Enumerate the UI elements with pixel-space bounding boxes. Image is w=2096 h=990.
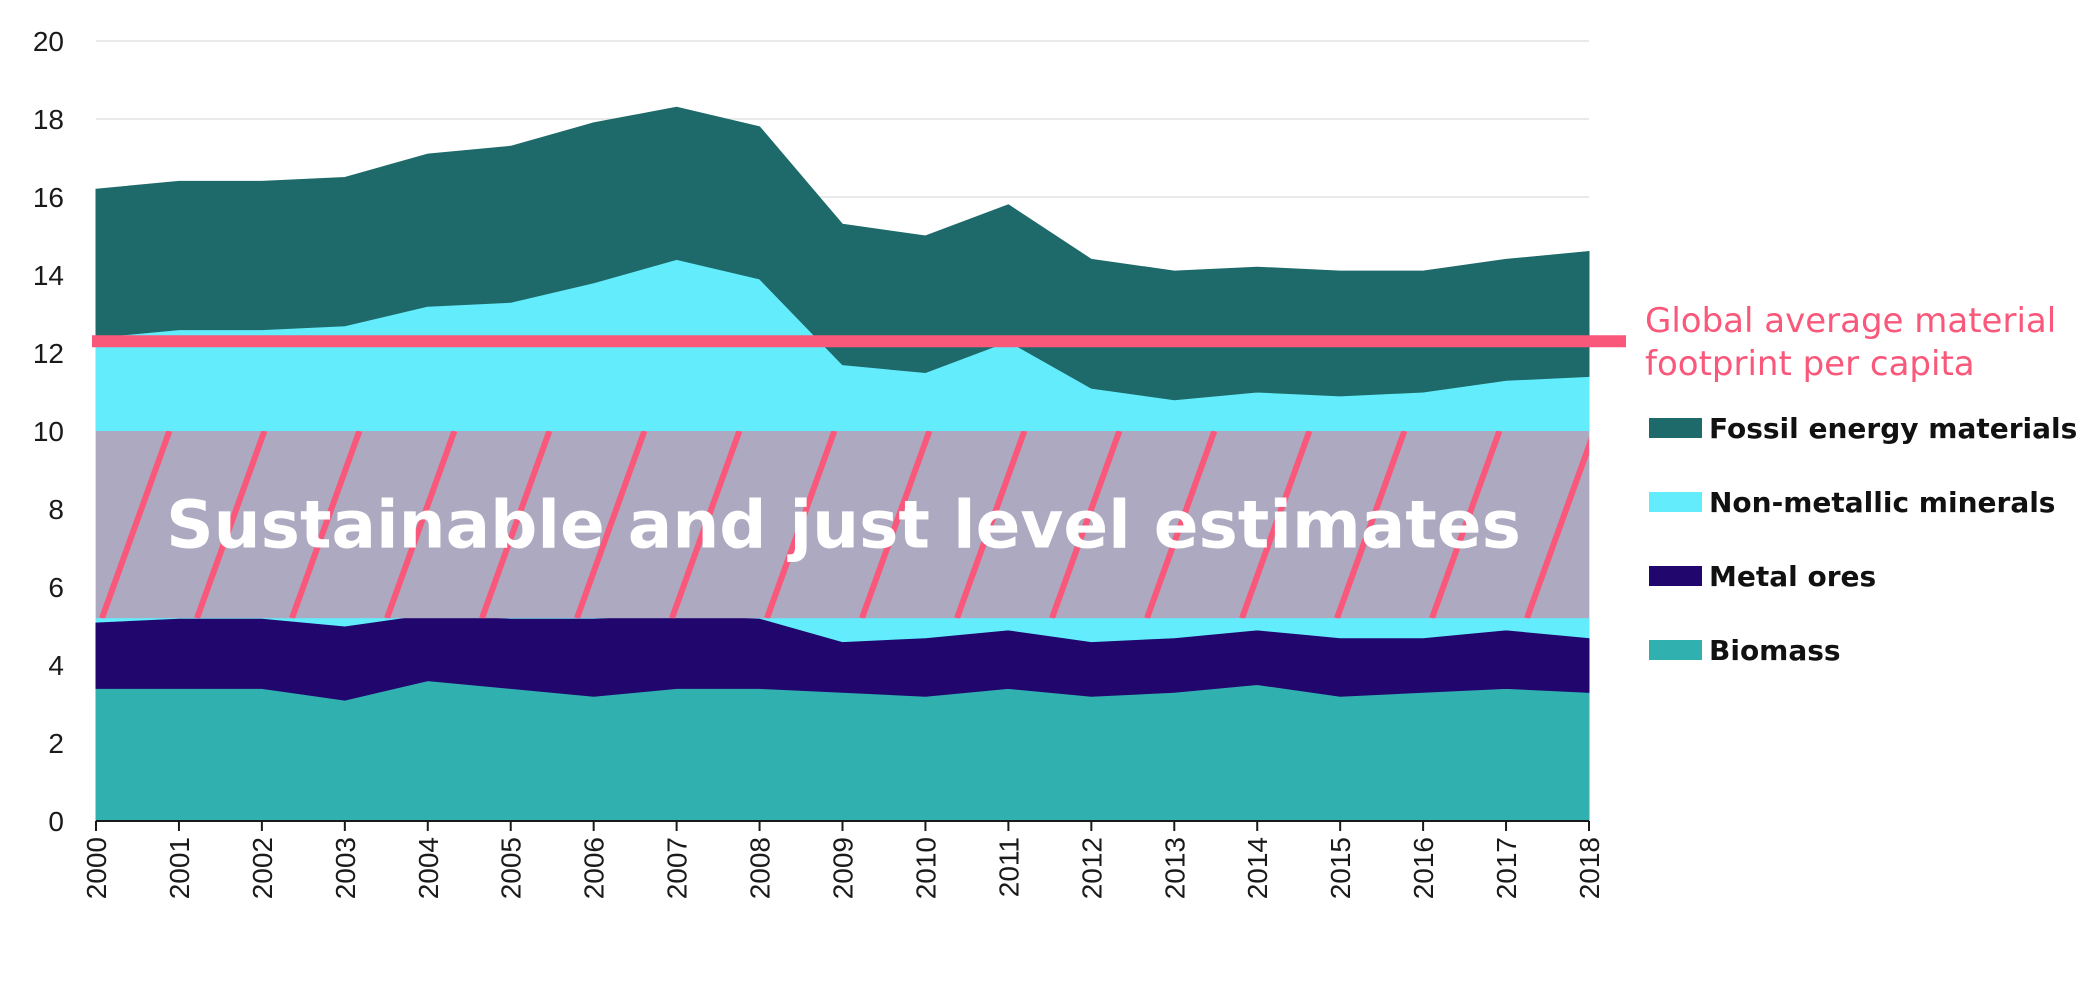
hatch-stroke: [574, 431, 648, 619]
y-tick-label: 12: [33, 338, 64, 369]
x-tick-label: 2003: [330, 837, 361, 899]
area-fossil-energy-materials: [95, 106, 1590, 401]
legend-label: Metal ores: [1709, 560, 1876, 593]
hatch-stroke: [1622, 431, 1689, 618]
hatch-stroke: [764, 431, 838, 619]
band-label: Sustainable and just level estimates: [166, 487, 1521, 564]
legend-label: Biomass: [1709, 634, 1841, 667]
x-tick-label: 2009: [828, 837, 859, 899]
hatch-stroke: [99, 431, 173, 619]
y-tick-label: 14: [33, 260, 64, 291]
hatch-stroke: [289, 431, 363, 619]
hatch-stroke: [479, 431, 553, 619]
y-axis-ticks: 0 2 4 6 8 10 12 14 16 18 20: [33, 26, 64, 837]
band-hatch: [99, 431, 1689, 619]
hatch-stroke: [859, 431, 933, 619]
y-tick-label: 2: [48, 728, 64, 759]
hatch-stroke: [1049, 431, 1123, 619]
y-tick-label: 4: [48, 650, 64, 681]
x-axis-ticks: 2000 2001 2002 2003 2004 2005 2006 2007 2008 2009…: [81, 821, 1605, 899]
legend-swatch: [1649, 566, 1702, 586]
reference-line-label-line1: Global average material: [1645, 301, 2056, 341]
x-tick-label: 2011: [993, 837, 1024, 897]
x-tick-label: 2005: [496, 837, 527, 899]
x-tick-label: 2008: [745, 837, 776, 899]
legend-label: Fossil energy materials: [1709, 412, 2077, 445]
x-tick-label: 2007: [662, 837, 693, 899]
x-tick-label: 2017: [1491, 837, 1522, 899]
area-biomass: [95, 680, 1590, 822]
x-tick-label: 2001: [164, 837, 195, 899]
x-tick-label: 2018: [1574, 837, 1605, 899]
x-tick-label: 2016: [1408, 837, 1439, 899]
hatch-stroke: [1144, 431, 1218, 619]
legend-swatch: [1649, 640, 1702, 660]
hatch-stroke: [1524, 437, 1589, 619]
hatch-stroke: [384, 431, 458, 619]
y-tick-label: 10: [33, 416, 64, 447]
x-tick-label: 2014: [1242, 837, 1273, 899]
hatch-stroke: [1429, 431, 1503, 619]
legend-swatch: [1649, 492, 1702, 512]
legend-label: Non-metallic minerals: [1709, 486, 2055, 519]
hatch-stroke: [669, 431, 743, 619]
x-tick-label: 2010: [910, 837, 941, 899]
hatch-stroke: [194, 431, 268, 619]
legend: Fossil energy materials Non-metallic mine…: [1649, 412, 2077, 667]
y-tick-label: 0: [48, 806, 64, 837]
x-tick-label: 2012: [1076, 837, 1107, 899]
x-tick-label: 2013: [1159, 837, 1190, 899]
hatch-stroke: [1239, 431, 1313, 619]
hatch-stroke: [954, 431, 1028, 619]
reference-line-label-line2: footprint per capita: [1645, 344, 1975, 384]
sustainable-band: Sustainable and just level estimates: [96, 431, 1689, 619]
x-tick-label: 2006: [579, 837, 610, 899]
y-tick-label: 6: [48, 572, 64, 603]
y-tick-label: 18: [33, 104, 64, 135]
y-tick-label: 20: [33, 26, 64, 57]
x-tick-label: 2015: [1325, 837, 1356, 899]
x-tick-label: 2000: [81, 837, 112, 899]
x-tick-label: 2002: [247, 837, 278, 899]
y-tick-label: 8: [48, 494, 64, 525]
sustainable-band-rect: [96, 431, 1589, 619]
y-tick-label: 16: [33, 182, 64, 213]
hatch-stroke: [1334, 431, 1408, 619]
legend-swatch: [1649, 418, 1702, 438]
x-tick-label: 2004: [413, 837, 444, 899]
